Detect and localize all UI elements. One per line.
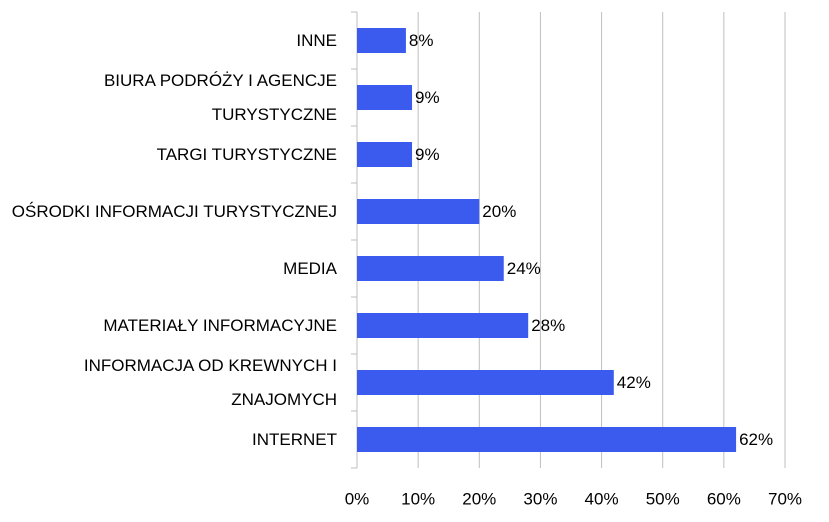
bar <box>357 427 737 452</box>
bar <box>357 85 413 110</box>
y-tick-label: TARGI TURYSTYCZNE <box>156 144 337 164</box>
data-label: 9% <box>415 88 440 107</box>
data-label: 20% <box>482 202 516 221</box>
y-tick-label: INFORMACJA OD KREWNYCH I ZNAJOMYCH <box>83 355 337 409</box>
data-label: 24% <box>507 259 541 278</box>
x-tick-label: 30% <box>523 489 557 508</box>
data-label: 8% <box>409 31 434 50</box>
y-tick-label: OŚRODKI INFORMACJI TURYSTYCZNEJ <box>11 201 337 221</box>
x-tick-label: 60% <box>707 489 741 508</box>
x-tick-label: 20% <box>462 489 496 508</box>
bar <box>357 370 614 395</box>
bar <box>357 142 413 167</box>
y-tick-label: INNE <box>296 30 337 50</box>
y-tick-label: INTERNET <box>252 429 337 449</box>
bar <box>357 199 480 224</box>
y-tick-label: MATERIAŁY INFORMACYJNE <box>103 315 337 335</box>
data-label: 28% <box>531 316 565 335</box>
y-tick-label: BIURA PODRÓŻY I AGENCJE TURYSTYCZNE <box>103 70 337 124</box>
bar <box>357 313 529 338</box>
bar <box>357 28 406 53</box>
data-label: 62% <box>739 430 773 449</box>
x-tick-label: 10% <box>401 489 435 508</box>
x-tick-label: 50% <box>646 489 680 508</box>
x-tick-label: 70% <box>768 489 802 508</box>
y-tick-label: MEDIA <box>283 258 337 278</box>
x-tick-label: 0% <box>345 489 370 508</box>
data-label: 42% <box>617 373 651 392</box>
bar <box>357 256 504 281</box>
x-tick-label: 40% <box>585 489 619 508</box>
data-label: 9% <box>415 145 440 164</box>
